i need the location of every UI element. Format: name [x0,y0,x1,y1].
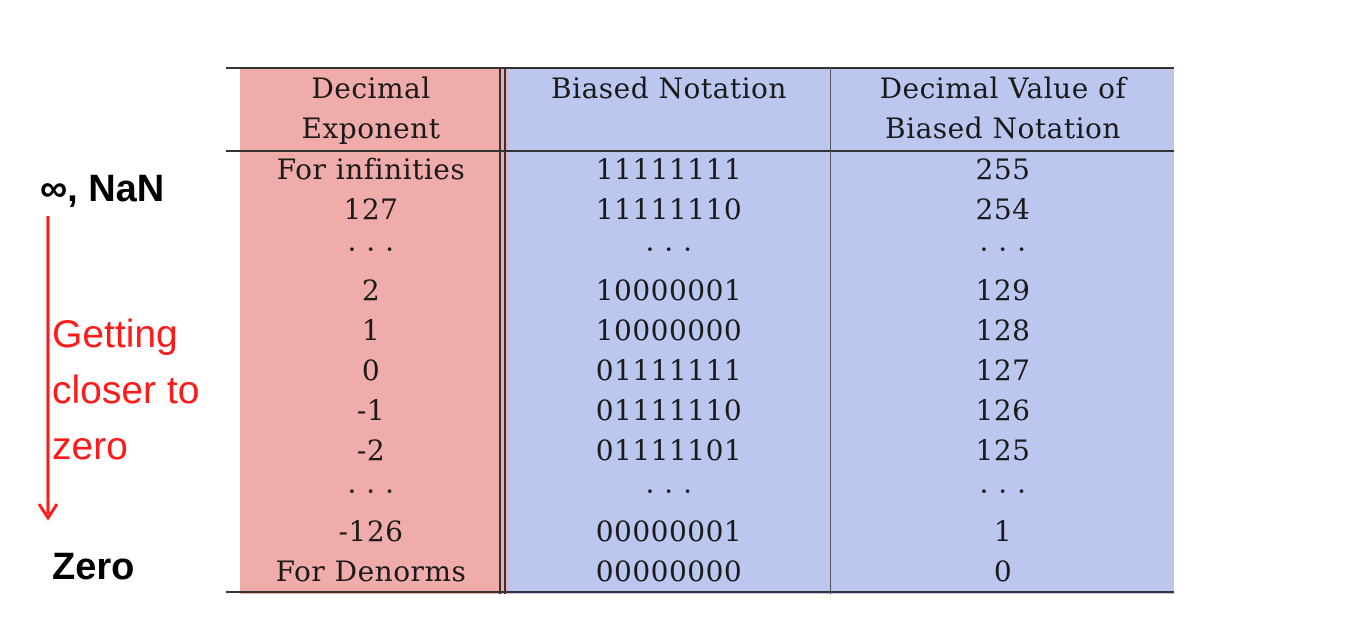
biased-cell: 11111110 [595,193,743,227]
decimal-value-cell: · · · [979,474,1027,508]
column-divider [830,67,831,594]
exponent-cell: 0 [361,354,381,387]
exponent-cell: · · · [347,233,395,267]
header-biased-notation: Biased Notation [508,69,830,109]
table-bottom-rule [226,591,1174,593]
infinity-nan-label: ∞, NaN [40,168,165,210]
exponent-cell: 127 [343,193,399,227]
biased-cell: 10000000 [595,313,743,347]
desc-line: zero [52,425,128,468]
exponent-cell: 2 [361,273,381,307]
exponent-cell: For Denorms [275,555,467,588]
decimal-value-cell: 1 [993,514,1013,548]
biased-cell: 11111111 [595,153,743,186]
biased-cell: 01111101 [595,434,743,468]
biased-cell: 01111110 [595,394,743,428]
getting-closer-to-zero-label: Getting closer to zero [52,307,252,475]
biased-cell: 10000001 [595,273,743,307]
biased-cell: 00000001 [595,514,743,548]
decimal-value-cell: 127 [975,354,1031,387]
header-decimal-exponent: Decimal Exponent [240,69,502,149]
column-divider [504,67,506,594]
exponent-table: Decimal Exponent Biased Notation Decimal… [226,67,1174,594]
exponent-cell: -1 [356,394,386,428]
decimal-value-cell: 0 [993,555,1013,588]
exponent-cell: · · · [347,474,395,508]
decimal-value-cell: 126 [975,394,1031,428]
zero-label: Zero [52,546,135,588]
exponent-cell: -126 [338,514,404,548]
biased-cell: · · · [645,474,693,508]
column-divider [499,67,501,594]
exponent-column-background [240,67,508,594]
decimal-value-cell: 128 [975,313,1031,347]
desc-line: Getting [52,313,178,356]
down-arrow-icon [37,216,59,521]
header-line: Biased Notation [551,72,787,105]
table-header-rule [226,150,1174,152]
header-line: Exponent [301,112,441,145]
biased-cell: 00000000 [595,555,743,588]
exponent-cell: 1 [361,313,381,347]
header-line: Decimal [311,72,431,105]
header-decimal-value: Decimal Value of Biased Notation [832,69,1174,149]
biased-cell: 01111111 [595,354,743,387]
header-line: Decimal Value of [879,72,1127,105]
decimal-value-cell: 125 [975,434,1031,468]
biased-cell: · · · [645,233,693,267]
exponent-cell: For infinities [276,153,466,186]
decimal-value-cell: 254 [975,193,1031,227]
decimal-value-cell: · · · [979,233,1027,267]
exponent-cell: -2 [356,434,386,468]
desc-line: closer to [52,369,200,412]
decimal-value-cell: 129 [975,273,1031,307]
header-line: Biased Notation [885,112,1121,145]
table-top-rule [226,67,1174,69]
decimal-value-cell: 255 [975,153,1031,186]
biased-columns-background [508,67,1174,594]
